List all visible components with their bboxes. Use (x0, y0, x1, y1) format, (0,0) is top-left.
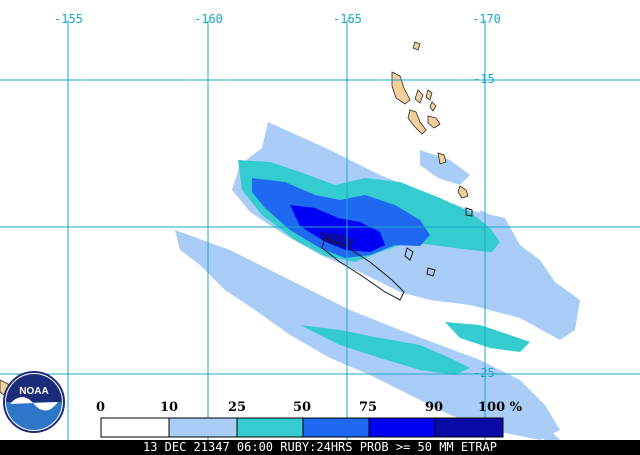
legend-bin-0-10 (100, 417, 170, 438)
caption-bar: 13 DEC 21347 06:00 RUBY:24HRS PROB >= 50… (0, 440, 640, 455)
legend-colorbar (100, 417, 504, 438)
legend-tick-100: 100 % (478, 400, 523, 415)
lat-label-25: -25 (473, 366, 495, 380)
legend-bin-50-75 (302, 417, 370, 438)
prob-band-90-100 (320, 232, 355, 247)
legend-tick-75: 75 (359, 400, 378, 415)
noaa-logo-text: NOAA (19, 386, 48, 397)
legend-bin-10-25 (168, 417, 238, 438)
prob-band-75-90 (290, 205, 385, 252)
lon-label-170: -170 (472, 12, 501, 26)
legend-tick-10: 10 (160, 400, 179, 415)
legend-tick-50: 50 (293, 400, 312, 415)
legend-tick-90: 90 (425, 400, 444, 415)
coastline-outlines (321, 207, 473, 301)
lat-label-15: -15 (473, 72, 495, 86)
legend-bin-90-100 (434, 417, 504, 438)
lat-lon-grid (0, 20, 640, 440)
legend-tick-0: 0 (96, 400, 106, 415)
legend-bin-75-90 (368, 417, 436, 438)
lon-label-165: -165 (333, 12, 362, 26)
noaa-logo: NOAA (3, 371, 65, 433)
lon-label-155: -155 (54, 12, 83, 26)
legend-tick-25: 25 (228, 400, 247, 415)
legend-bin-25-50 (236, 417, 304, 438)
prob-band-50-75 (252, 178, 430, 258)
lon-label-160: -160 (194, 12, 223, 26)
